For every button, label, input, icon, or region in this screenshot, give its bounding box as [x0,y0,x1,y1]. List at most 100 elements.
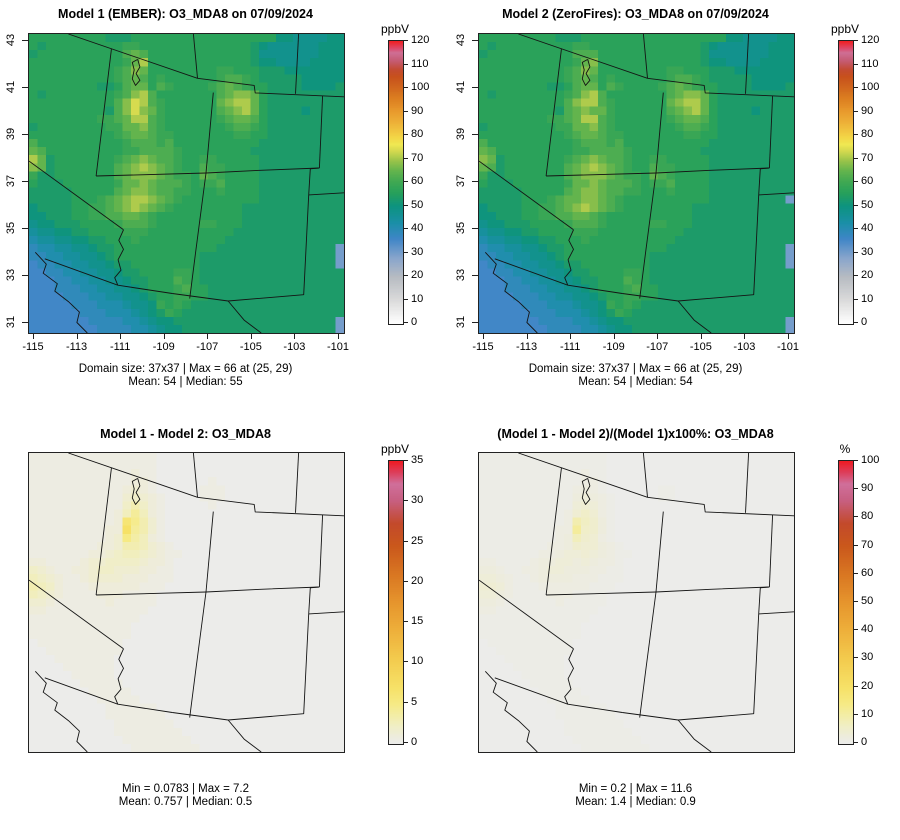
lat41-border-line [197,496,344,517]
map-plot-area [478,33,795,334]
colorbar-tick-label: 30 [861,245,874,258]
colorbar-tick [853,134,858,135]
colorbar-tick-label: 100 [411,81,430,93]
texas-oklahoma-border-line [308,611,344,615]
nevada-utah-border-line [545,48,562,177]
colorbar-tick-label: 90 [861,482,874,495]
great-salt-lake-line [581,478,591,505]
x-axis-tick-label: -109 [152,341,175,353]
x-axis-tick-label: -101 [776,341,800,353]
us-mexico-border-line [494,258,623,294]
colorbar-tick-label: 15 [411,615,424,628]
wyoming-west-border-line [642,34,648,79]
colorbar [838,40,854,325]
rio-grande-border-line [622,293,712,333]
stats-line-2: Mean: 1.4 | Median: 0.9 [575,796,696,808]
colorbar-tick [403,742,408,743]
colorbar-tick-label: 20 [861,679,874,692]
colorbar-tick-label: 100 [861,454,880,466]
colorado-east-border-line [768,95,774,169]
colorbar-tick-label: 70 [861,538,874,551]
colorbar-gradient [839,41,853,324]
difference-heatmap-raster [29,453,344,752]
colorbar-unit-label: % [839,442,851,456]
lat41-border-line [647,496,794,517]
y-axis-tick-label: 41 [455,80,467,94]
colorbar-tick [403,87,408,88]
colorbar-tick-label: 0 [411,316,418,328]
y-axis-tick [22,134,28,135]
y-axis-tick [472,40,478,41]
state-borders-overlay [479,34,794,333]
colorado-river-border-line [564,229,574,286]
y-axis-tick [472,322,478,323]
colorbar-tick-label: 60 [411,175,424,187]
panel-title: (Model 1 - Model 2)/(Model 1)x100%: O3_M… [497,427,774,441]
arizona-newmexico-border-line [639,591,657,718]
colorbar-tick [853,298,858,300]
colorbar-gradient [839,461,853,744]
colorbar-tick [853,713,858,715]
colorbar-tick [853,516,858,518]
us-mexico-border-line [494,677,623,713]
colorbar-tick [403,460,408,461]
colorbar-unit-label: ppbV [380,442,410,456]
california-nevada-border-line [479,160,574,231]
panel-model1: Model 1 (EMBER): O3_MDA8 on 07/09/2024 D… [0,0,450,420]
colorbar-tick-label: 10 [861,707,874,720]
y-axis-tick-label: 35 [5,221,17,235]
x-axis-tick-label: -107 [196,341,219,353]
newmexico-texas-jog-line [308,586,320,614]
colorbar-tick-label: 110 [411,57,429,70]
colorbar-tick [853,742,858,743]
y-axis-tick-label: 43 [455,33,467,47]
state-borders-overlay [479,453,794,752]
x-axis-tick [294,334,296,339]
idaho-border-diagonal-line [518,453,648,498]
nevada-utah-border-line [95,48,112,177]
newmexico-texas-jog-line [308,167,320,195]
wyoming-west-border-line [192,453,198,498]
x-axis-tick-label: -115 [22,341,44,353]
wyoming-east-border-line [295,453,300,513]
colorbar-tick-label: 80 [861,510,874,523]
y-axis-tick [472,228,478,229]
y-axis-tick-label: 37 [5,174,17,188]
utah-colorado-border-line [205,511,214,593]
texas-oklahoma-border-line [308,192,344,196]
colorbar-tick-label: 80 [861,128,874,140]
colorbar [388,460,404,745]
y-axis-tick [472,87,478,88]
colorbar-tick-label: 30 [411,245,424,258]
newmexico-texas-jog-line [758,586,770,614]
colorbar-tick [853,601,858,602]
x-axis-tick-label: -115 [472,341,494,353]
y-axis-tick [22,275,28,276]
utah-arizona-border-line [546,172,657,177]
colorbar-tick-label: 80 [411,128,424,140]
colorado-newmexico-border-line [655,586,770,593]
colorbar-tick [853,204,858,206]
colorado-river-border-line [114,229,124,286]
x-axis-tick [526,334,528,339]
x-axis-tick-label: -111 [109,341,131,353]
colorbar-tick-label: 20 [411,574,424,587]
colorado-newmexico-border-line [655,167,770,174]
colorbar-tick-label: 0 [861,736,868,748]
x-axis-tick-label: -105 [239,341,262,353]
colorbar-tick [853,40,858,41]
colorado-east-border-line [768,514,774,588]
utah-arizona-border-line [96,172,207,177]
colorado-east-border-line [318,514,324,588]
colorbar-tick-label: 0 [861,316,868,328]
colorbar-tick [853,275,858,276]
colorbar-tick [853,460,858,461]
y-axis-tick-label: 31 [455,315,467,329]
colorbar-tick [403,580,408,582]
colorbar-tick [403,275,408,276]
lat41-border-line [647,77,794,98]
x-axis-tick [700,334,702,339]
colorbar-gradient [389,461,403,744]
x-axis-tick-label: -113 [65,341,88,353]
